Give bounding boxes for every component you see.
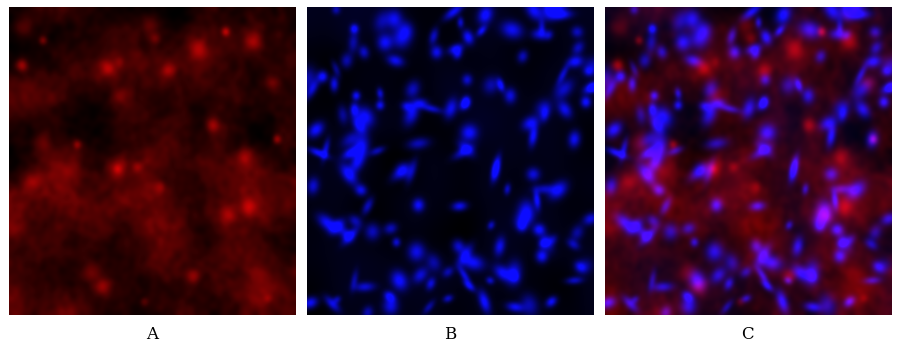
X-axis label: C: C: [742, 326, 754, 343]
X-axis label: A: A: [146, 326, 158, 343]
X-axis label: B: B: [444, 326, 456, 343]
